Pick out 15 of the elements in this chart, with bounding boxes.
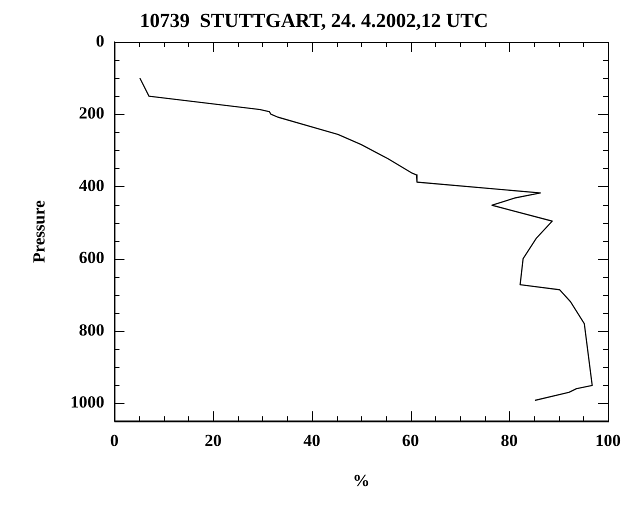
x-tick-label: 100 — [595, 430, 621, 450]
x-tick-label: 20 — [204, 430, 222, 450]
x-tick-label: 80 — [500, 430, 518, 450]
y-tick-label: 1000 — [70, 392, 104, 412]
chart-title: 10739 STUTTGART, 24. 4.2002,12 UTC — [140, 10, 488, 32]
x-tick-label: 40 — [303, 430, 320, 450]
y-tick-label: 800 — [78, 320, 104, 340]
y-tick-label: 400 — [78, 176, 104, 195]
y-tick-label: 0 — [96, 31, 104, 50]
y-tick-label: 200 — [78, 104, 104, 123]
x-tick-label: 60 — [402, 430, 420, 450]
y-tick-label: 600 — [78, 248, 104, 268]
x-axis-title: % — [352, 471, 370, 490]
x-tick-label: 0 — [110, 430, 119, 450]
y-axis-title: Pressure — [30, 200, 49, 263]
